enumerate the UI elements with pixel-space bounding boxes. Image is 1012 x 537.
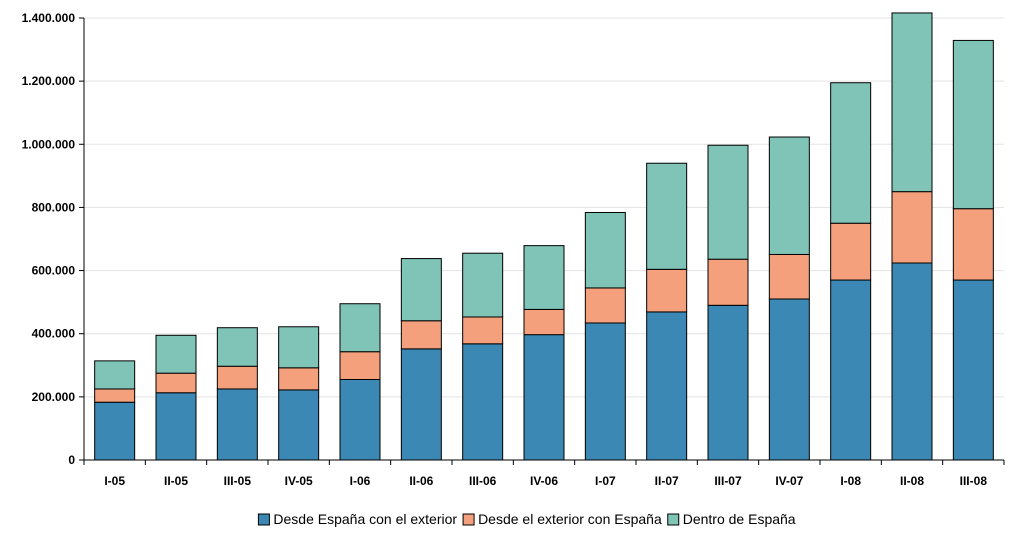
bar-segment-3 — [707, 144, 749, 260]
y-tick-label: 600.000 — [32, 264, 76, 278]
bar-segment-3 — [646, 162, 688, 270]
legend: Desde España con el exterior Desde el ext… — [257, 511, 796, 527]
bar-segment-3 — [462, 252, 504, 318]
y-tick-label: 1.200.000 — [22, 74, 76, 88]
legend-swatch — [667, 513, 680, 526]
bar-segment-1 — [707, 304, 749, 461]
bar-segment-3 — [216, 327, 258, 367]
y-tick-label: 800.000 — [32, 200, 76, 214]
bar-segment-1 — [339, 378, 381, 461]
x-tick-label: IV-06 — [530, 474, 558, 488]
y-tick-label: 200.000 — [32, 390, 76, 404]
x-tick-label: III-07 — [714, 474, 742, 488]
bar-segment-3 — [830, 82, 872, 224]
bar-segment-1 — [216, 388, 258, 461]
bar-segment-2 — [523, 308, 565, 336]
bar-segment-1 — [400, 348, 442, 461]
bar-segment-2 — [707, 258, 749, 306]
bar-segment-3 — [952, 39, 994, 210]
x-tick-label: II-08 — [900, 474, 924, 488]
x-tick-label: III-06 — [469, 474, 497, 488]
bar-segment-2 — [400, 320, 442, 350]
x-tick-label: II-07 — [655, 474, 679, 488]
x-tick-label: III-05 — [224, 474, 252, 488]
y-axis-ticks: 0 200.000 400.000 600.000 800.000 1.000.000 1.… — [22, 11, 84, 467]
x-axis-ticks: I-05 II-05 III-05 IV-05 I-06 II-06 III-06 IV-06… — [83, 460, 1005, 488]
bar-segment-1 — [891, 262, 933, 461]
x-tick-label: II-06 — [409, 474, 433, 488]
bar-segment-3 — [339, 303, 381, 353]
bar-segment-2 — [278, 367, 320, 391]
y-tick-label: 400.000 — [32, 327, 76, 341]
bar-segment-2 — [646, 268, 688, 313]
axes — [83, 18, 1004, 461]
bar-segment-2 — [94, 388, 136, 403]
y-tick-label: 1.000.000 — [22, 137, 76, 151]
bar-segment-2 — [155, 372, 197, 394]
bar-segment-1 — [830, 279, 872, 461]
bar-segment-2 — [462, 316, 504, 345]
bar-segment-3 — [400, 258, 442, 322]
bar-segment-3 — [768, 136, 810, 255]
bar-segment-3 — [891, 12, 933, 193]
bar-segment-3 — [278, 326, 320, 369]
legend-label: Desde España con el exterior — [273, 511, 457, 527]
bar-segment-1 — [462, 343, 504, 461]
x-tick-label: I-05 — [104, 474, 125, 488]
bar-segment-1 — [952, 279, 994, 461]
y-tick-label: 1.400.000 — [22, 11, 76, 25]
bar-segment-1 — [278, 389, 320, 461]
bar-segment-1 — [523, 334, 565, 461]
bar-segment-2 — [584, 287, 626, 324]
x-tick-label: I-08 — [840, 474, 861, 488]
bar-segment-3 — [155, 334, 197, 374]
y-tick-label: 0 — [68, 453, 75, 467]
bar-segment-2 — [339, 351, 381, 380]
legend-swatch — [462, 513, 475, 526]
bar-segment-1 — [94, 401, 136, 461]
x-tick-label: IV-07 — [775, 474, 803, 488]
bar-segment-2 — [952, 208, 994, 281]
bar-segment-1 — [646, 311, 688, 461]
bar-segment-2 — [830, 222, 872, 281]
bars — [94, 12, 994, 461]
bar-segment-1 — [768, 298, 810, 461]
x-tick-label: IV-05 — [285, 474, 313, 488]
bar-segment-3 — [523, 245, 565, 310]
legend-label: Desde el exterior con España — [478, 511, 662, 527]
legend-label: Dentro de España — [683, 511, 796, 527]
bar-segment-3 — [584, 211, 626, 289]
bar-segment-2 — [216, 365, 258, 390]
bar-segment-1 — [584, 322, 626, 461]
x-tick-label: I-06 — [350, 474, 371, 488]
bar-segment-1 — [155, 392, 197, 461]
bar-segment-2 — [768, 253, 810, 300]
legend-swatch — [257, 513, 270, 526]
x-tick-label: III-08 — [960, 474, 988, 488]
bar-segment-3 — [94, 360, 136, 390]
x-tick-label: I-07 — [595, 474, 616, 488]
bar-segment-2 — [891, 191, 933, 264]
x-tick-label: II-05 — [164, 474, 188, 488]
